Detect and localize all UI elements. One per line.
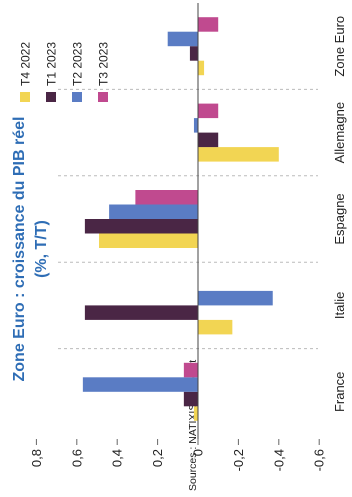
value-tick-label: 0 xyxy=(191,449,206,456)
bar-allemagne-t3-2023 xyxy=(198,103,219,119)
legend-label: T4 2022 xyxy=(19,42,33,86)
legend-swatch xyxy=(72,92,82,102)
bar-zone-euro-t2-2023 xyxy=(167,31,198,47)
bar-espagne-t2-2023 xyxy=(109,204,198,219)
value-tick-label: 0,2 xyxy=(150,449,165,467)
category-label: Zone Euro xyxy=(332,16,347,77)
legend-label: T2 2023 xyxy=(71,42,85,86)
bar-zone-euro-t3-2023 xyxy=(198,17,219,32)
bar-espagne-t1-2023 xyxy=(84,219,198,234)
bar-zone-euro-t4-2022 xyxy=(198,60,205,76)
category-dividers xyxy=(58,88,318,350)
bar-espagne-t4-2022 xyxy=(99,233,198,248)
bar-allemagne-t2-2023 xyxy=(193,118,199,133)
bar-allemagne-t1-2023 xyxy=(198,132,219,148)
value-axis: 0,8 0,6 0,4 0,2 0 -0,2 -0,4 -0,6 xyxy=(29,439,327,471)
bar-italie-t4-2022 xyxy=(198,319,233,335)
bar-allemagne-t4-2022 xyxy=(198,147,279,162)
bar-france-t4-2022 xyxy=(193,406,199,421)
value-tick-label: -0,2 xyxy=(231,449,246,471)
value-tick-label: 0,4 xyxy=(110,449,125,467)
bar-zone-euro-t1-2023 xyxy=(189,46,198,61)
category-label: Espagne xyxy=(332,193,347,244)
value-tick-label: 0,8 xyxy=(29,449,44,467)
bar-italie-t1-2023 xyxy=(84,305,198,320)
legend-swatch xyxy=(98,92,108,102)
legend-label: T3 2023 xyxy=(97,42,111,86)
value-tick-label: 0,6 xyxy=(69,449,84,467)
bar-italie-t2-2023 xyxy=(198,290,273,306)
value-tick-label: -0,6 xyxy=(312,449,327,471)
category-label: Allemagne xyxy=(332,102,347,163)
value-tick-label: -0,4 xyxy=(271,449,286,471)
chart-title-line-2: (%, T/T) xyxy=(33,220,50,278)
bar-france-t3-2023 xyxy=(183,362,199,378)
legend-label: T1 2023 xyxy=(45,42,59,86)
legend-swatch xyxy=(46,92,56,102)
bar-france-t1-2023 xyxy=(183,391,199,407)
category-label: France xyxy=(332,372,347,412)
chart-title-line-1: Zone Euro : croissance du PIB réel xyxy=(11,117,28,382)
legend: T4 2022 T1 2023 T2 2023 T3 2023 xyxy=(19,42,111,102)
bars xyxy=(82,17,279,421)
category-label: Italie xyxy=(332,292,347,319)
legend-swatch xyxy=(20,92,30,102)
bar-france-t2-2023 xyxy=(82,377,198,392)
category-axis: France Italie Espagne Allemagne Zone Euro xyxy=(332,16,347,412)
bar-espagne-t3-2023 xyxy=(135,190,199,205)
